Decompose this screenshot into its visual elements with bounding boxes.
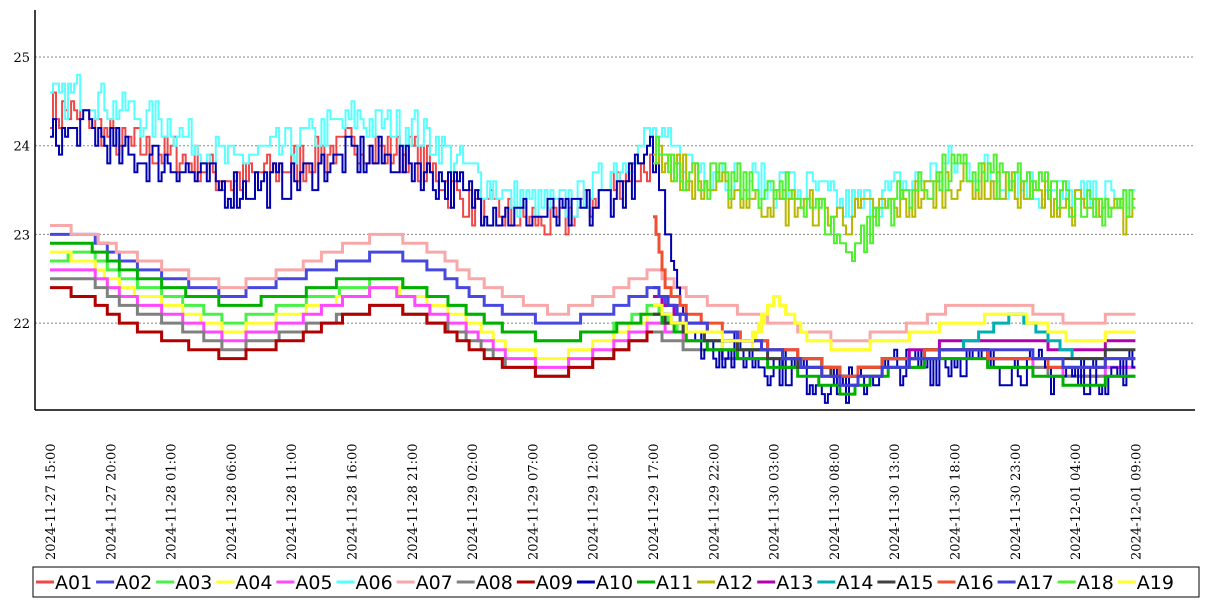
legend-label-a03: A03: [175, 572, 212, 594]
x-tick-label: 2024-11-30 03:00: [768, 443, 783, 560]
y-tick-label: 23: [13, 228, 30, 243]
legend-label-a08: A08: [476, 572, 513, 594]
x-tick-label: 2024-11-30 18:00: [949, 443, 964, 560]
legend-label-a09: A09: [536, 572, 573, 594]
x-tick-label: 2024-11-29 12:00: [587, 443, 602, 560]
y-tick-label: 22: [13, 317, 30, 332]
x-tick-label: 2024-11-30 13:00: [888, 443, 903, 560]
x-tick-label: 2024-11-28 16:00: [346, 443, 361, 560]
x-tick-label: 2024-11-28 01:00: [165, 443, 180, 560]
legend-label-a18: A18: [1077, 572, 1114, 594]
series-line-a07: [50, 224, 1136, 343]
legend-label-a11: A11: [656, 572, 693, 594]
x-tick-label: 2024-11-28 06:00: [225, 443, 240, 560]
x-tick-label: 2024-12-01 09:00: [1129, 443, 1144, 560]
legend-label-a01: A01: [55, 572, 92, 594]
series-line-a18: [653, 135, 1136, 262]
series-line-a06: [50, 73, 1136, 218]
x-tick-label: 2024-11-28 11:00: [285, 443, 300, 560]
x-tick-label: 2024-11-29 07:00: [526, 443, 541, 560]
x-tick-label: 2024-11-30 08:00: [828, 443, 843, 560]
legend-label-a13: A13: [776, 572, 813, 594]
x-tick-label: 2024-11-30 23:00: [1009, 443, 1024, 560]
legend-label-a19: A19: [1137, 572, 1174, 594]
legend-label-a06: A06: [356, 572, 393, 594]
x-tick-label: 2024-11-27 15:00: [44, 443, 59, 560]
y-tick-label: 24: [13, 140, 30, 155]
x-tick-label: 2024-11-29 02:00: [466, 443, 481, 560]
legend: A01 A02 A03 A04 A05 A06 A07 A08 A09 A10 A11 A12 A13 A…: [32, 566, 1200, 598]
legend-label-a12: A12: [716, 572, 753, 594]
legend-label-a02: A02: [115, 572, 152, 594]
x-tick-label: 2024-11-29 22:00: [707, 443, 722, 560]
y-tick-label: 25: [13, 51, 30, 66]
series-line-a17: [653, 286, 1136, 387]
legend-label-a07: A07: [416, 572, 453, 594]
legend-label-a16: A16: [957, 572, 994, 594]
series-line-a10: [50, 109, 1136, 404]
y-tick-labels: 22 23 24 25: [13, 51, 30, 332]
series-line-a19: [653, 295, 1136, 352]
legend-label-a04: A04: [235, 572, 272, 594]
x-tick-label: 2024-11-29 17:00: [647, 443, 662, 560]
legend-label-a05: A05: [295, 572, 332, 594]
legend-label-a15: A15: [896, 572, 933, 594]
series-line-a11: [50, 241, 1136, 396]
series-line-a16: [653, 215, 1136, 378]
x-tick-label: 2024-12-01 04:00: [1069, 443, 1084, 560]
x-tick-label: 2024-11-27 20:00: [104, 443, 119, 560]
series-line-a09: [50, 286, 653, 378]
x-tick-label: 2024-11-28 21:00: [406, 443, 421, 560]
legend-label-a14: A14: [836, 572, 873, 594]
series-lines: [50, 73, 1136, 404]
legend-label-a17: A17: [1017, 572, 1054, 594]
legend-label-a10: A10: [596, 572, 633, 594]
axes: [34, 10, 1195, 411]
x-tick-labels: 2024-11-27 15:00 2024-11-27 20:00 2024-11-…: [44, 443, 1144, 560]
